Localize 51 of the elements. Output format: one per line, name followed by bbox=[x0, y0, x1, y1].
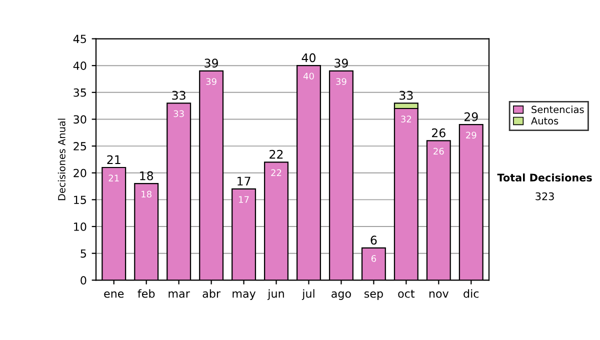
x-tick-label: abr bbox=[202, 289, 221, 298]
x-tick-label: sep bbox=[364, 291, 383, 300]
y-axis-title: Decisiones Anual bbox=[58, 118, 66, 200]
total-label: 18 bbox=[140, 171, 154, 180]
y-tick-label: 35 bbox=[74, 88, 86, 97]
total-label: 21 bbox=[107, 155, 120, 164]
x-tick-label: oct bbox=[398, 290, 415, 298]
total-label: 22 bbox=[270, 150, 283, 159]
data-label: 6 bbox=[371, 255, 376, 262]
total-label: 33 bbox=[400, 90, 413, 100]
y-tick-label: 30 bbox=[74, 115, 86, 124]
total-label: 33 bbox=[172, 90, 186, 100]
data-label: 39 bbox=[336, 78, 346, 85]
total-label: 17 bbox=[238, 176, 250, 186]
y-tick-label: 5 bbox=[80, 249, 86, 258]
data-label: 21 bbox=[108, 174, 119, 182]
y-tick-label: 15 bbox=[74, 196, 86, 204]
text: Total Decisiones bbox=[497, 173, 592, 182]
data-label: 22 bbox=[271, 169, 282, 176]
total-label: 29 bbox=[464, 112, 478, 122]
y-tick-label: 10 bbox=[74, 222, 86, 231]
total-label: 39 bbox=[334, 58, 348, 68]
data-label: 18 bbox=[142, 190, 152, 198]
y-tick-label: 45 bbox=[73, 34, 86, 44]
x-tick-label: jun bbox=[267, 289, 284, 300]
total-label: 26 bbox=[432, 128, 446, 138]
total-label: 40 bbox=[302, 53, 316, 62]
data-label: 26 bbox=[434, 148, 444, 155]
y-tick-label: 20 bbox=[74, 168, 86, 178]
legend-label: Autos bbox=[531, 117, 558, 125]
x-tick-label: mar bbox=[168, 291, 190, 298]
x-tick-label: ago bbox=[332, 291, 351, 300]
legend-label: Sentencias bbox=[532, 106, 584, 114]
text: 323 bbox=[536, 192, 554, 200]
x-tick-label: may bbox=[232, 291, 256, 300]
x-tick-label: nov bbox=[429, 291, 449, 298]
total-label: 39 bbox=[204, 58, 218, 68]
x-tick-label: dic bbox=[464, 289, 479, 298]
data-label: 33 bbox=[174, 110, 184, 118]
y-tick-label: 40 bbox=[73, 62, 86, 70]
y-tick-label: 25 bbox=[74, 142, 86, 150]
data-label: 29 bbox=[466, 132, 476, 139]
data-label: 32 bbox=[401, 116, 412, 122]
x-tick-label: jul bbox=[302, 289, 314, 300]
total-label: 6 bbox=[370, 236, 377, 245]
data-label: 39 bbox=[206, 78, 216, 85]
data-label: 40 bbox=[303, 72, 314, 80]
data-label: 17 bbox=[239, 196, 249, 203]
y-tick-label: 0 bbox=[80, 276, 86, 285]
x-tick-label: ene bbox=[104, 291, 124, 298]
x-tick-label: feb bbox=[138, 289, 155, 298]
